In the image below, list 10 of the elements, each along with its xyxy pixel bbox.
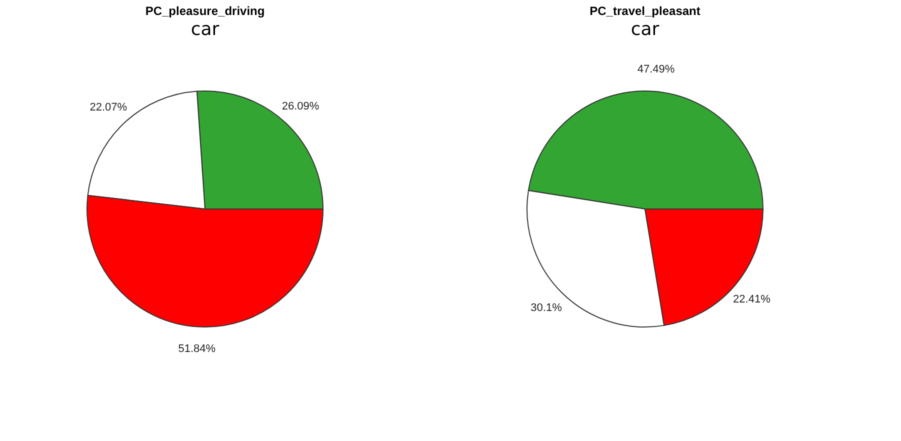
data-label: 51.84% bbox=[178, 342, 216, 355]
data-label: 22.07% bbox=[90, 102, 128, 114]
data-label: 30.1% bbox=[530, 302, 562, 314]
data-label: 26.09% bbox=[282, 100, 320, 113]
chart-title: PC_pleasure_driving bbox=[145, 4, 265, 18]
chart-title: PC_travel_pleasant bbox=[590, 4, 700, 18]
chart-subtitle: car bbox=[630, 19, 660, 40]
chart-subtitle: car bbox=[190, 19, 220, 40]
data-label: 22.41% bbox=[733, 294, 771, 306]
data-label: 47.49% bbox=[637, 63, 675, 76]
